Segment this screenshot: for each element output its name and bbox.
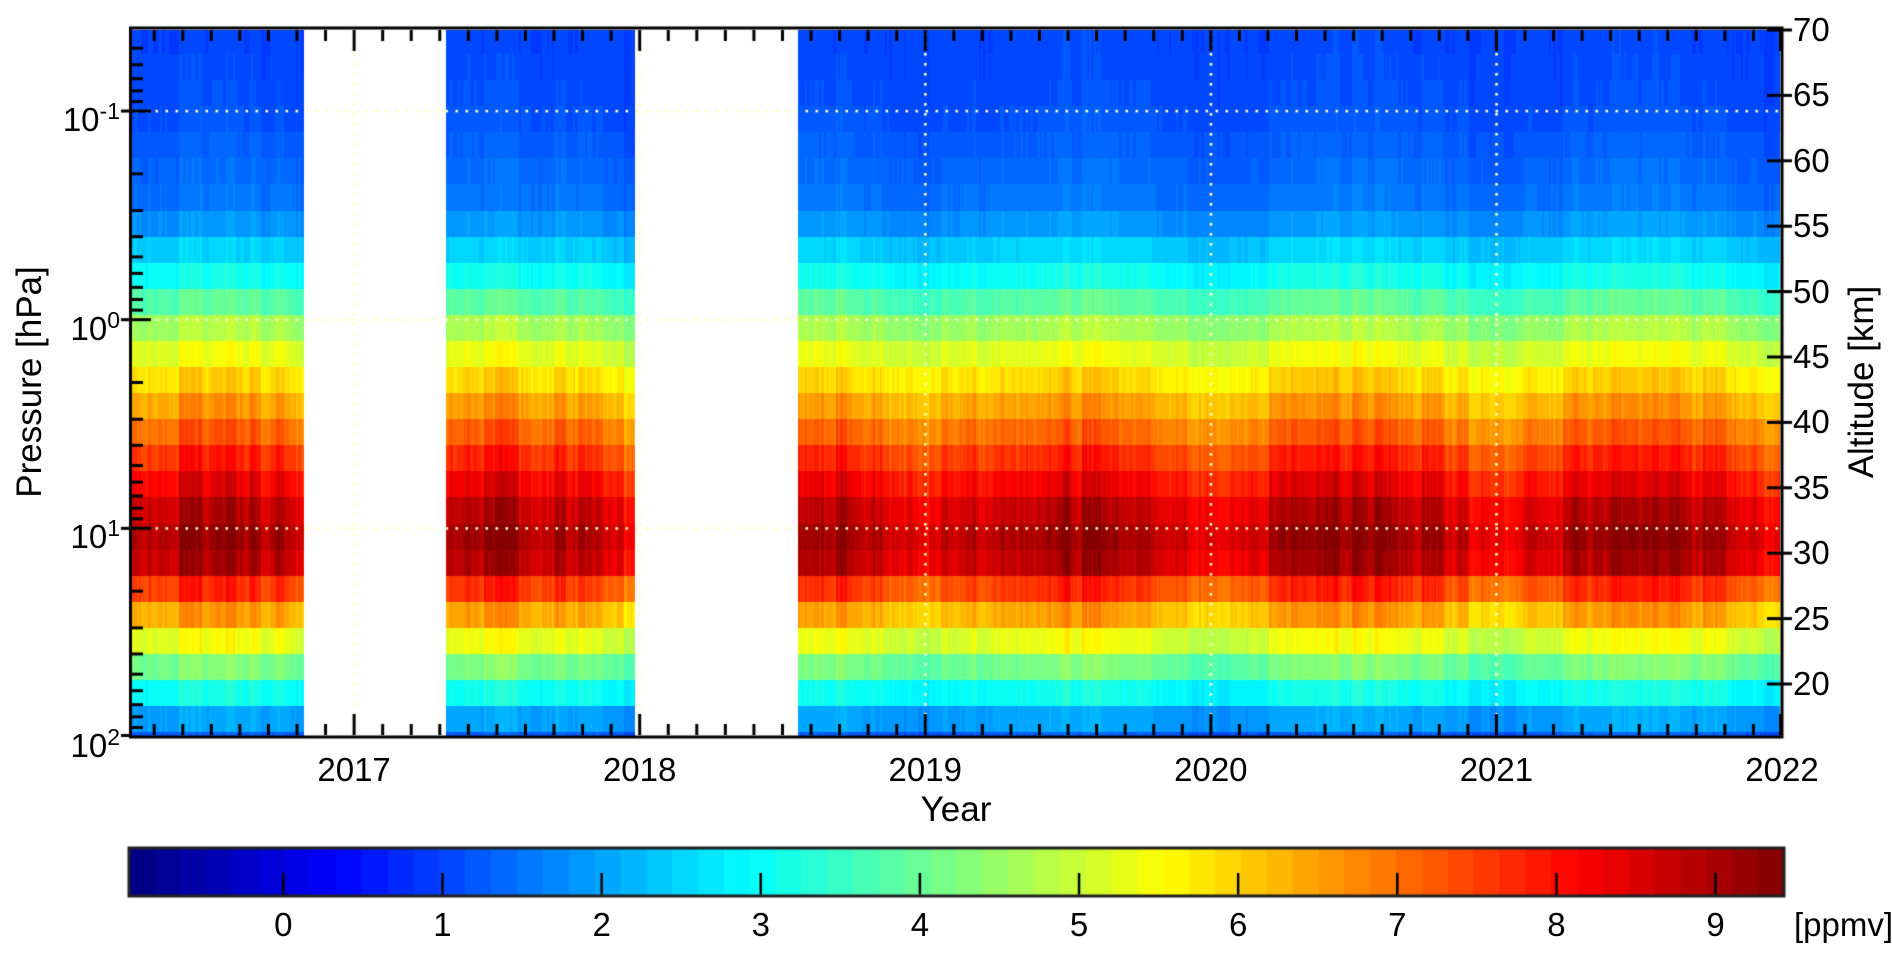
pressure-axis-title: Pressure [hPa] <box>10 266 49 498</box>
pressure-tick-label: 101 <box>70 515 120 556</box>
colorbar-tick-label: 3 <box>751 906 770 943</box>
colorbar-tick-label: 4 <box>910 906 930 943</box>
year-tick-label: 2021 <box>1459 751 1534 788</box>
altitude-tick-label: 30 <box>1793 534 1830 572</box>
altitude-tick-label: 70 <box>1793 11 1830 48</box>
colorbar-tick-label: 0 <box>274 906 293 943</box>
colorbar-tick-label: 2 <box>592 906 611 943</box>
altitude-axis-title: Altitude [km] <box>1842 285 1881 479</box>
pressure-tick-label: 102 <box>70 724 120 764</box>
altitude-tick-label: 45 <box>1793 338 1830 375</box>
pressure-tick-label: 100 <box>70 306 120 347</box>
year-tick-label: 2019 <box>888 751 962 788</box>
pressure-tick-label: 10-1 <box>62 98 120 139</box>
altitude-tick-label: 55 <box>1793 207 1830 245</box>
altitude-tick-label: 40 <box>1793 403 1830 441</box>
colorbar-unit-label: [ppmv] <box>1794 906 1892 943</box>
year-tick-label: 2018 <box>602 751 677 788</box>
altitude-tick-label: 25 <box>1793 599 1830 637</box>
colorbar-tick-label: 6 <box>1228 906 1248 943</box>
colorbar-tick-label: 1 <box>433 906 452 943</box>
colorbar-tick-label: 7 <box>1388 906 1407 943</box>
altitude-tick-label: 20 <box>1793 665 1830 702</box>
year-tick-label: 2022 <box>1745 751 1819 788</box>
x-axis-title: Year <box>920 790 992 829</box>
colorbar-tick-label: 5 <box>1069 906 1089 943</box>
year-tick-label: 2020 <box>1174 751 1248 788</box>
altitude-tick-label: 65 <box>1793 76 1830 114</box>
colorbar-tick-label: 9 <box>1706 906 1725 943</box>
colorbar-tick-label: 8 <box>1547 906 1566 943</box>
year-tick-label: 2017 <box>317 751 391 788</box>
altitude-tick-label: 35 <box>1793 468 1830 506</box>
altitude-tick-label: 50 <box>1793 272 1830 310</box>
altitude-tick-label: 60 <box>1793 141 1830 179</box>
